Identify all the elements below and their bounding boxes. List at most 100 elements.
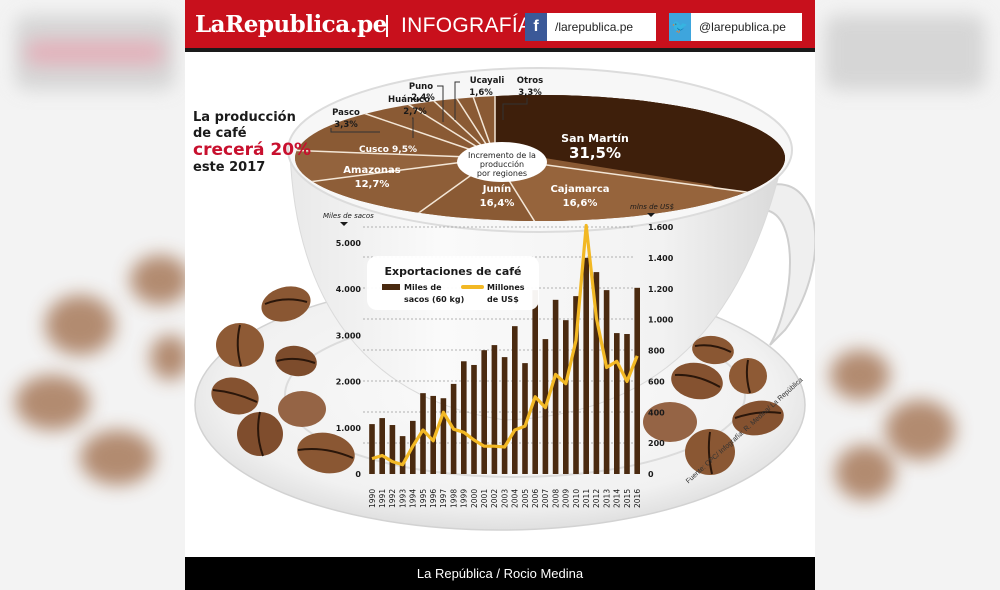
right-axis-ticks: 0 200 400 600 800 1.000 1.200 1.400 1.600 [648,223,674,479]
svg-text:2001: 2001 [480,489,489,508]
svg-text:4.000: 4.000 [336,285,362,294]
bar-1993 [399,436,406,474]
footer-credit: La República / Rocio Medina [416,566,584,581]
facebook-link[interactable]: f /larepublica.pe [525,13,656,41]
svg-text:Junín: Junín [482,183,512,195]
svg-text:1.200: 1.200 [648,285,674,294]
svg-text:0: 0 [355,470,361,479]
site-logo[interactable]: LaRepublica.pe [195,11,387,38]
bar-2000 [471,364,477,474]
bar-2010 [573,296,579,474]
svg-text:Cusco 9,5%: Cusco 9,5% [359,145,417,155]
svg-text:Millones: Millones [487,283,525,292]
pie-center-label [457,142,547,182]
svg-text:Amazonas: Amazonas [343,165,400,176]
bar-1990 [369,424,375,474]
svg-text:1991: 1991 [378,489,387,508]
bar-2006 [532,290,538,474]
bar-1992 [389,425,396,474]
svg-text:1994: 1994 [409,489,418,508]
cup-handle [763,183,815,346]
pie-labels: San Martín 31,5% Cajamarca 16,6% Junín 1… [343,132,629,209]
bar-2003 [501,357,508,474]
twitter-link[interactable]: 🐦 @larepublica.pe [669,13,802,41]
svg-text:Miles de: Miles de [404,283,442,292]
svg-text:2000: 2000 [470,489,479,508]
coffee-beans-left [211,286,355,474]
facebook-icon: f [525,13,547,41]
svg-text:2015: 2015 [623,489,632,508]
svg-text:Ucayali: Ucayali [470,76,505,86]
svg-text:3,3%: 3,3% [334,120,358,130]
facebook-handle: /larepublica.pe [555,20,634,34]
bar-1996 [430,395,436,474]
svg-text:San Martín: San Martín [561,132,629,145]
bar-2014 [614,333,620,474]
svg-text:Exportaciones de café: Exportaciones de café [384,265,521,278]
bar-2005 [522,363,528,474]
bar-2009 [563,320,569,474]
svg-text:de US$: de US$ [487,295,519,304]
infographic: Incremento de la producción por regiones… [185,0,815,590]
svg-text:2004: 2004 [511,489,520,508]
left-axis-title: Miles de sacos [323,212,374,220]
svg-text:1998: 1998 [449,489,458,508]
svg-text:2003: 2003 [500,489,509,508]
svg-text:por regiones: por regiones [477,169,527,178]
svg-text:1997: 1997 [439,489,448,508]
svg-text:1990: 1990 [368,489,377,508]
cup-and-chart: Incremento de la producción por regiones… [194,67,815,531]
svg-text:Incremento de la: Incremento de la [468,151,536,160]
svg-text:0: 0 [648,470,654,479]
svg-text:2,7%: 2,7% [403,107,427,117]
svg-text:Puno: Puno [409,82,433,92]
svg-text:2016: 2016 [633,489,642,508]
svg-text:2011: 2011 [582,489,591,508]
blurred-background-right [815,0,1000,590]
x-axis-labels: 1990 1991 1992 1993 1994 1995 1996 1997 1998 1999… [368,489,642,508]
coffee-beans-right [643,335,784,475]
svg-text:2002: 2002 [490,489,499,508]
svg-text:1.000: 1.000 [648,316,674,325]
svg-text:1996: 1996 [429,489,438,508]
export-value-line [371,223,639,467]
bar-1991 [379,418,385,474]
svg-text:1993: 1993 [398,489,407,508]
footer-bar: La República / Rocio Medina [185,557,815,590]
bar-2002 [491,345,498,474]
bar-2013 [603,290,610,474]
svg-text:5.000: 5.000 [336,239,362,248]
chart-legend: Exportaciones de café Miles de sacos (60… [367,256,539,310]
svg-text:1.000: 1.000 [336,424,362,433]
svg-text:2010: 2010 [572,489,581,508]
section-title: INFOGRAFÍA [401,14,533,37]
svg-text:2,4%: 2,4% [411,93,435,103]
svg-text:2013: 2013 [602,489,611,508]
svg-text:1992: 1992 [388,489,397,508]
twitter-icon: 🐦 [669,13,691,41]
svg-text:producción: producción [480,159,524,169]
headline: La producción de café crecerá 20% este 2… [193,110,312,175]
svg-text:31,5%: 31,5% [569,144,621,162]
svg-text:16,4%: 16,4% [480,198,515,209]
svg-text:1999: 1999 [460,489,469,508]
bar-2012 [593,272,600,474]
left-axis-ticks: 0 1.000 2.000 3.000 4.000 5.000 [336,239,362,479]
twitter-handle: @larepublica.pe [699,20,786,34]
svg-text:2.000: 2.000 [336,378,362,387]
bar-1995 [420,393,426,474]
svg-text:200: 200 [648,439,665,448]
svg-text:3,3%: 3,3% [518,88,542,98]
svg-text:800: 800 [648,347,665,356]
header-bar: LaRepublica.pe INFOGRAFÍA f /larepublica… [185,0,815,52]
bar-2004 [512,326,518,474]
svg-text:Cajamarca: Cajamarca [550,184,609,195]
bar-1999 [461,361,467,474]
svg-text:2012: 2012 [592,489,601,508]
svg-text:600: 600 [648,377,665,386]
svg-text:2005: 2005 [521,489,530,508]
svg-text:1,6%: 1,6% [469,88,493,98]
svg-text:400: 400 [648,408,665,417]
